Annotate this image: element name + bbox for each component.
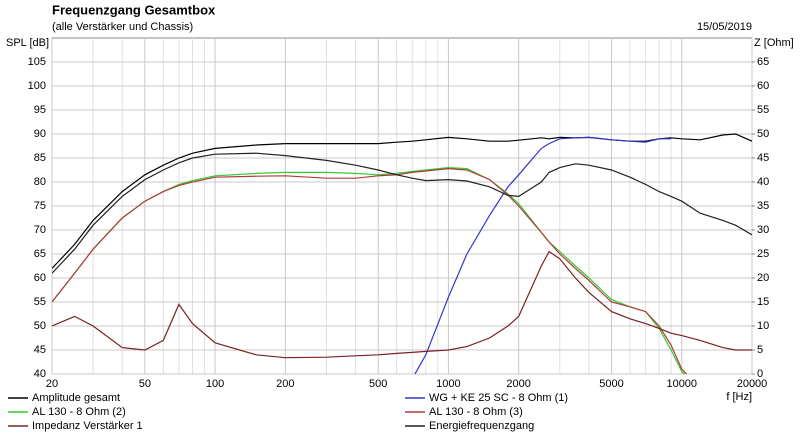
y-axis-label: SPL [dB] bbox=[6, 37, 49, 49]
x-tick-label: 5000 bbox=[599, 378, 623, 390]
y-tick-label: 50 bbox=[34, 320, 46, 332]
y2-tick-label: 65 bbox=[757, 56, 769, 68]
y2-tick-label: 30 bbox=[757, 224, 769, 236]
y-tick-label: 75 bbox=[34, 200, 46, 212]
x-tick-label: 20000 bbox=[737, 378, 768, 390]
x-tick-label: 10000 bbox=[666, 378, 697, 390]
y-tick-label: 95 bbox=[34, 104, 46, 116]
y2-tick-label: 60 bbox=[757, 80, 769, 92]
y2-axis-label: Z [Ohm] bbox=[754, 37, 794, 49]
series-line bbox=[52, 250, 752, 359]
y2-tick-label: 35 bbox=[757, 200, 769, 212]
y2-tick-label: 50 bbox=[757, 128, 769, 140]
y2-tick-label: 40 bbox=[757, 176, 769, 188]
y-tick-label: 100 bbox=[28, 80, 46, 92]
legend-label: AL 130 - 8 Ohm (2) bbox=[32, 406, 126, 418]
y-tick-label: 105 bbox=[28, 56, 46, 68]
y2-tick-label: 20 bbox=[757, 272, 769, 284]
grid bbox=[51, 38, 753, 375]
y-tick-label: 80 bbox=[34, 176, 46, 188]
lines bbox=[52, 133, 752, 374]
y-tick-label: 60 bbox=[34, 272, 46, 284]
chart-date: 15/05/2019 bbox=[697, 21, 752, 33]
legend-label: AL 130 - 8 Ohm (3) bbox=[429, 406, 523, 418]
x-tick-label: 20 bbox=[46, 378, 58, 390]
y-tick-label: 65 bbox=[34, 248, 46, 260]
legend-label: Impedanz Verstärker 1 bbox=[32, 420, 143, 432]
y-tick-label: 40 bbox=[34, 368, 46, 380]
chart-title: Frequenzgang Gesamtbox bbox=[52, 2, 216, 17]
legend-label: Amplitude gesamt bbox=[32, 392, 120, 404]
chart-subtitle: (alle Verstärker und Chassis) bbox=[52, 21, 193, 33]
y2-tick-label: 45 bbox=[757, 152, 769, 164]
legend-label: WG + KE 25 SC - 8 Ohm (1) bbox=[429, 392, 568, 404]
y2-tick-label: 25 bbox=[757, 248, 769, 260]
labels: 20 50 100 200 500 1000 2000 5000 10000 2000040455… bbox=[8, 56, 769, 432]
series-line bbox=[52, 167, 688, 374]
y2-tick-label: 15 bbox=[757, 296, 769, 308]
series-line bbox=[52, 152, 752, 274]
y2-tick-label: 5 bbox=[757, 344, 763, 356]
y-tick-label: 90 bbox=[34, 128, 46, 140]
y-tick-label: 70 bbox=[34, 224, 46, 236]
y2-tick-label: 10 bbox=[757, 320, 769, 332]
y-tick-label: 55 bbox=[34, 296, 46, 308]
legend-label: Energiefrequenzgang bbox=[429, 420, 534, 432]
y2-tick-label: 0 bbox=[757, 368, 763, 380]
x-tick-label: 500 bbox=[369, 378, 387, 390]
series-line bbox=[414, 136, 672, 374]
x-tick-label: 50 bbox=[139, 378, 151, 390]
x-tick-label: 1000 bbox=[436, 378, 460, 390]
y2-tick-label: 55 bbox=[757, 104, 769, 116]
y-tick-label: 45 bbox=[34, 344, 46, 356]
x-axis-label: f [Hz] bbox=[726, 391, 752, 403]
y-tick-label: 85 bbox=[34, 152, 46, 164]
x-tick-label: 100 bbox=[206, 378, 224, 390]
x-tick-label: 2000 bbox=[506, 378, 530, 390]
x-tick-label: 200 bbox=[276, 378, 294, 390]
